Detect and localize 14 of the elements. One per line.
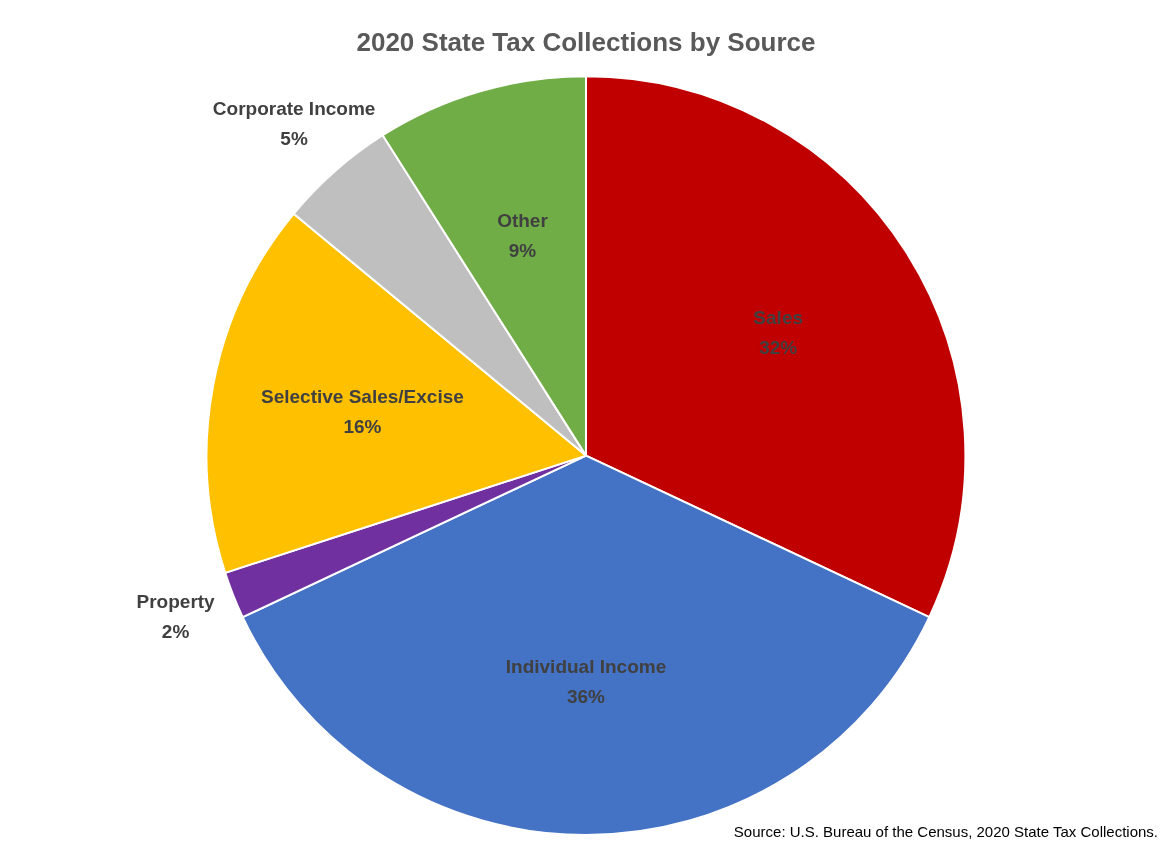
data-label: 5% xyxy=(280,127,308,149)
data-label: 9% xyxy=(508,240,537,262)
slice-label: Sales xyxy=(753,306,804,328)
data-label: 2% xyxy=(161,621,190,643)
data-label: 16% xyxy=(343,416,382,438)
source-note: Source: U.S. Bureau of the Census, 2020 State Tax Collections. xyxy=(733,823,1158,840)
data-label: 32% xyxy=(759,336,798,358)
slice-label: Corporate Income xyxy=(212,97,376,119)
slice-label: Other xyxy=(497,210,549,232)
data-label: 36% xyxy=(566,686,606,708)
slice-label: Individual Income xyxy=(505,656,667,678)
slice-label: Selective Sales/Excise xyxy=(260,386,464,408)
slice-label: Property xyxy=(136,591,216,613)
chart-title: 2020 State Tax Collections by Source xyxy=(356,26,816,57)
